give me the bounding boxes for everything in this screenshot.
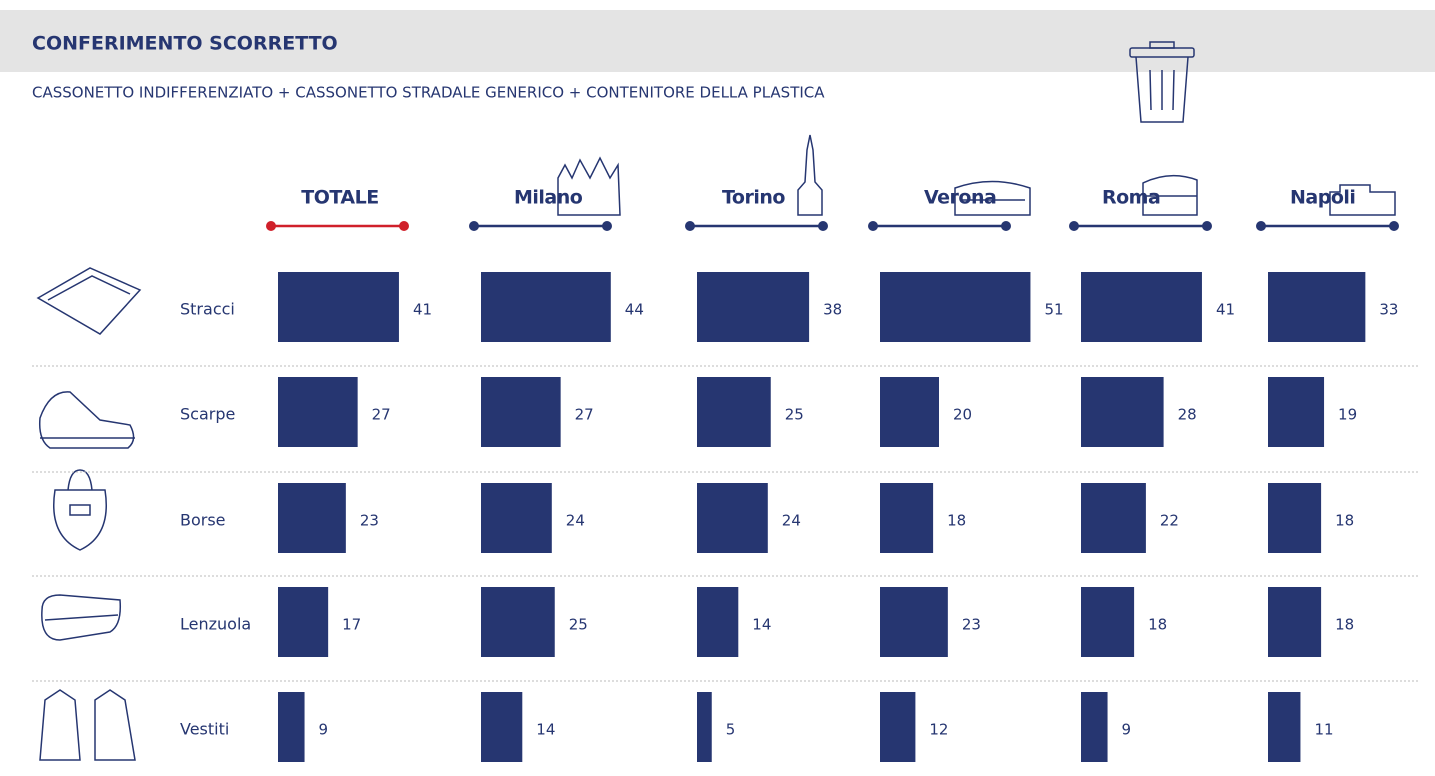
bar [1081,377,1164,447]
value-label: 28 [1178,406,1197,424]
value-label: 25 [785,406,804,424]
bar [1081,587,1135,657]
value-label: 12 [929,721,948,739]
legend-dot [602,221,612,231]
value-label: 51 [1044,301,1063,319]
bar [1081,272,1202,342]
bar [697,692,712,762]
value-label: 11 [1314,721,1333,739]
value-label: 44 [625,301,644,319]
legend-dot [266,221,276,231]
city-icons [557,134,1396,216]
value-label: 19 [1338,406,1357,424]
category-label: Borse [180,511,226,530]
bar [1268,377,1325,447]
value-label: 18 [1335,512,1354,530]
bar [278,483,346,553]
value-label: 38 [823,301,842,319]
legend-dot [469,221,479,231]
legend-label: Verona [924,187,996,209]
bar [1268,587,1322,657]
legend-label: Milano [514,187,583,209]
legend-dot [399,221,409,231]
category-label: Lenzuola [180,615,251,634]
value-label: 23 [360,512,379,530]
value-label: 5 [726,721,736,739]
bar [1081,692,1108,762]
bar [880,692,916,762]
value-label: 17 [342,616,361,634]
legend-label: Napoli [1290,187,1355,209]
bar [481,483,552,553]
legend-dot [1202,221,1212,231]
bar [1268,483,1322,553]
value-label: 9 [1122,721,1132,739]
legend-dot [1389,221,1399,231]
bar [1268,692,1301,762]
legend-label: TOTALE [301,187,378,209]
bar [278,692,305,762]
value-label: 9 [319,721,329,739]
bar [481,692,523,762]
value-label: 33 [1379,301,1398,319]
bar [880,272,1031,342]
value-label: 18 [947,512,966,530]
bar [880,377,939,447]
bar [697,587,739,657]
bar [1081,483,1146,553]
legend-dot [1256,221,1266,231]
category-label: Scarpe [180,405,235,424]
value-label: 23 [962,616,981,634]
value-label: 20 [953,406,972,424]
value-label: 24 [782,512,801,530]
legend-dot [868,221,878,231]
bar [697,272,810,342]
value-label: 14 [536,721,555,739]
chart-title: CONFERIMENTO SCORRETTO [32,33,338,55]
legend-label: Torino [722,187,785,209]
bar [880,483,934,553]
value-label: 41 [1216,301,1235,319]
value-label: 14 [752,616,771,634]
legend-dot [1069,221,1079,231]
value-label: 25 [569,616,588,634]
category-label: Stracci [180,300,235,319]
bar [278,587,329,657]
bar [481,272,611,342]
bar [697,377,771,447]
legend-label: Roma [1102,187,1160,209]
title-band [0,10,1435,72]
value-label: 18 [1148,616,1167,634]
bar [278,272,399,342]
bar [481,377,561,447]
value-label: 27 [372,406,391,424]
chart-subtitle: CASSONETTO INDIFFERENZIATO + CASSONETTO … [32,84,825,102]
legend-dot [818,221,828,231]
bar [481,587,555,657]
value-label: 27 [575,406,594,424]
value-label: 24 [566,512,585,530]
legend-dot [685,221,695,231]
category-label: Vestiti [180,720,229,739]
legend-dot [1001,221,1011,231]
bar [1268,272,1366,342]
bar [278,377,358,447]
trash-icon [1129,41,1195,123]
bar [697,483,768,553]
value-label: 18 [1335,616,1354,634]
bar [880,587,948,657]
value-label: 22 [1160,512,1179,530]
item-icons [36,267,142,761]
value-label: 41 [413,301,432,319]
